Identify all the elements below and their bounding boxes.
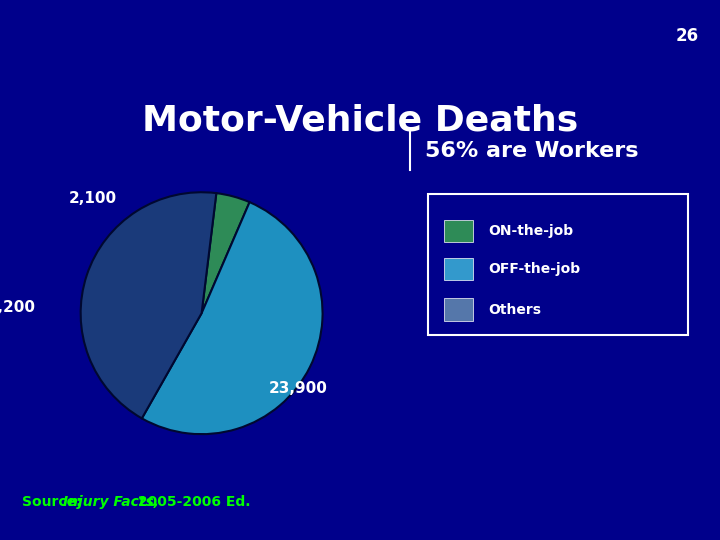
- Text: Injury Facts,: Injury Facts,: [63, 495, 159, 509]
- FancyBboxPatch shape: [444, 258, 473, 280]
- Wedge shape: [81, 192, 216, 418]
- Text: Motor-Vehicle Deaths: Motor-Vehicle Deaths: [142, 104, 578, 137]
- Text: 56% are Workers: 56% are Workers: [425, 141, 639, 161]
- Text: 2,100: 2,100: [68, 191, 117, 206]
- FancyBboxPatch shape: [428, 194, 688, 335]
- Wedge shape: [202, 193, 250, 313]
- Text: OFF-the-job: OFF-the-job: [489, 262, 580, 276]
- Text: 20,200: 20,200: [0, 300, 35, 315]
- Text: ON-the-job: ON-the-job: [489, 224, 574, 238]
- Text: 2005-2006 Ed.: 2005-2006 Ed.: [133, 495, 251, 509]
- FancyBboxPatch shape: [444, 298, 473, 321]
- Text: Source:: Source:: [22, 495, 86, 509]
- FancyBboxPatch shape: [444, 220, 473, 242]
- Wedge shape: [142, 202, 323, 434]
- Text: 23,900: 23,900: [269, 381, 328, 396]
- Text: 26: 26: [675, 28, 698, 45]
- Text: Others: Others: [489, 302, 541, 316]
